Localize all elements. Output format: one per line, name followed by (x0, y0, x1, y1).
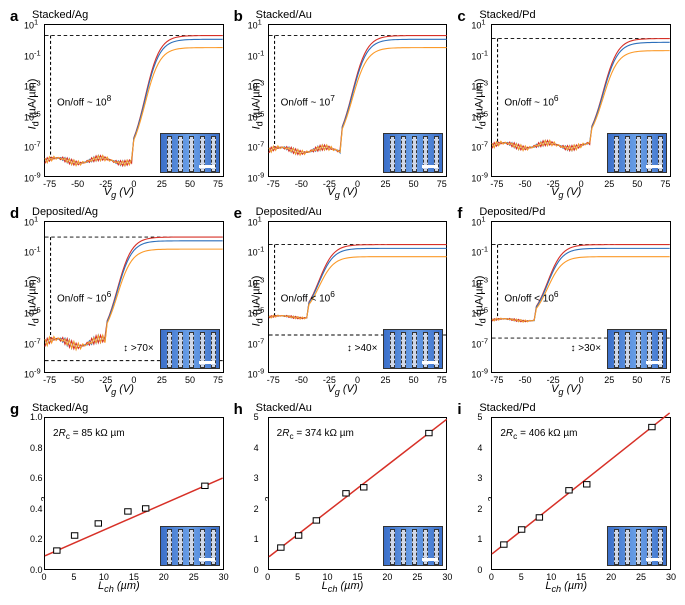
chart-grid: aStacked/AgId (µA/µm)Vg (V)On/off ~ 108 … (10, 10, 675, 592)
panel-letter: g (10, 401, 19, 418)
ratio-annotation: ↕ >70× (123, 343, 154, 354)
ratio-annotation: ↕ >40× (347, 343, 378, 354)
ratio-annotation: ↕ >30× (571, 343, 602, 354)
onoff-annotation: On/off ~ 107 (281, 93, 335, 108)
plot-area: On/off ~ 107 (268, 24, 448, 177)
panel-title: Stacked/Pd (479, 9, 535, 21)
panel-d: dDeposited/AgId (µA/µm)Vg (V)On/off ~ 10… (10, 207, 228, 396)
onoff-annotation: On/off ~ 106 (504, 93, 558, 108)
rc-annotation: 2Rc = 406 kΩ µm (500, 428, 577, 441)
panel-title: Deposited/Au (256, 206, 322, 218)
scalebar (199, 558, 215, 561)
plot-area: On/off < 106 ↕ >30× (491, 221, 671, 374)
panel-letter: c (457, 8, 465, 25)
panel-letter: f (457, 205, 462, 222)
panel-title: Deposited/Pd (479, 206, 545, 218)
plot-area: On/off ~ 108 (44, 24, 224, 177)
micrograph-inset (383, 329, 443, 369)
panel-g: gStacked/AgRtot (103 kΩ µm)Lch (µm)2Rc =… (10, 403, 228, 592)
panel-b: bStacked/AuId (µA/µm)Vg (V)On/off ~ 107 … (234, 10, 452, 199)
scalebar (646, 165, 662, 168)
scalebar (199, 361, 215, 364)
scalebar (422, 165, 438, 168)
panel-title: Stacked/Pd (479, 402, 535, 414)
plot-area: 2Rc = 406 kΩ µm (491, 417, 671, 570)
onoff-annotation: On/off ~ 106 (57, 289, 111, 304)
onoff-annotation: On/off < 106 (281, 289, 335, 304)
panel-letter: d (10, 205, 19, 222)
micrograph-inset (160, 526, 220, 566)
rc-annotation: 2Rc = 374 kΩ µm (277, 428, 354, 441)
micrograph-inset (607, 526, 667, 566)
panel-title: Stacked/Au (256, 9, 312, 21)
micrograph-inset (383, 526, 443, 566)
panel-letter: e (234, 205, 242, 222)
scalebar (646, 361, 662, 364)
panel-a: aStacked/AgId (µA/µm)Vg (V)On/off ~ 108 … (10, 10, 228, 199)
plot-area: 2Rc = 85 kΩ µm (44, 417, 224, 570)
panel-title: Stacked/Au (256, 402, 312, 414)
plot-area: On/off ~ 106 (491, 24, 671, 177)
micrograph-inset (607, 329, 667, 369)
plot-area: On/off ~ 106 ↕ >70× (44, 221, 224, 374)
panel-title: Deposited/Ag (32, 206, 98, 218)
plot-area: On/off < 106 ↕ >40× (268, 221, 448, 374)
scalebar (646, 558, 662, 561)
panel-e: eDeposited/AuId (µA/µm)Vg (V)On/off < 10… (234, 207, 452, 396)
plot-area: 2Rc = 374 kΩ µm (268, 417, 448, 570)
panel-h: hStacked/AuRtot (103 kΩ µm)Lch (µm)2Rc =… (234, 403, 452, 592)
scalebar (199, 165, 215, 168)
rc-annotation: 2Rc = 85 kΩ µm (53, 428, 125, 441)
panel-letter: h (234, 401, 243, 418)
panel-f: fDeposited/PdId (µA/µm)Vg (V)On/off < 10… (457, 207, 675, 396)
onoff-annotation: On/off ~ 108 (57, 93, 111, 108)
micrograph-inset (160, 133, 220, 173)
micrograph-inset (160, 329, 220, 369)
onoff-annotation: On/off < 106 (504, 289, 558, 304)
panel-c: cStacked/PdId (µA/µm)Vg (V)On/off ~ 106 … (457, 10, 675, 199)
panel-letter: b (234, 8, 243, 25)
panel-title: Stacked/Ag (32, 9, 88, 21)
scalebar (422, 558, 438, 561)
panel-letter: i (457, 401, 461, 418)
panel-letter: a (10, 8, 18, 25)
micrograph-inset (607, 133, 667, 173)
scalebar (422, 361, 438, 364)
panel-i: iStacked/PdRtot (103 kΩ µm)Lch (µm)2Rc =… (457, 403, 675, 592)
micrograph-inset (383, 133, 443, 173)
